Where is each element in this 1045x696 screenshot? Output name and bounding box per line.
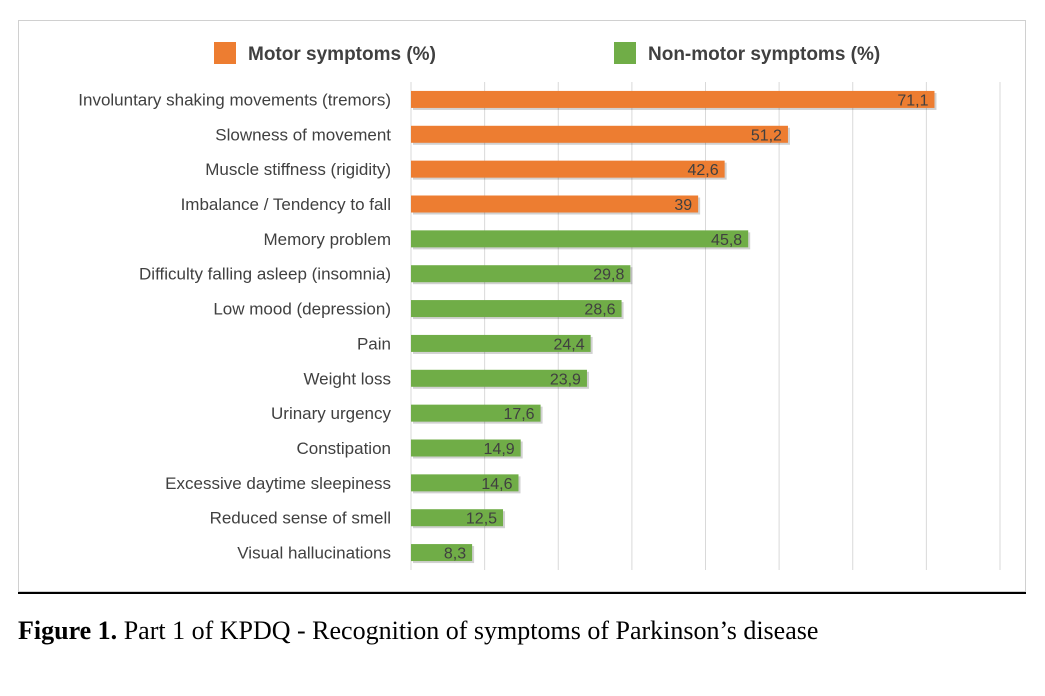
bar (411, 300, 622, 318)
value-label: 14,6 (481, 476, 512, 493)
category-label: Difficulty falling asleep (insomnia) (139, 265, 391, 284)
category-label: Excessive daytime sleepiness (165, 474, 391, 493)
bar (411, 90, 935, 108)
category-label: Weight loss (303, 369, 391, 388)
value-label: 39 (674, 197, 692, 214)
value-labels: 71,1 51,2 42,6 39 45,8 29,8 28,6 24,4 23,9 17,6 14… (444, 92, 929, 562)
category-label: Pain (357, 334, 391, 353)
category-label: Reduced sense of smell (210, 509, 391, 528)
caption-rule (18, 592, 1026, 594)
category-label: Imbalance / Tendency to fall (181, 195, 391, 214)
value-label: 12,5 (466, 511, 497, 528)
category-label: Constipation (296, 439, 391, 458)
value-label: 71,1 (897, 92, 928, 109)
value-label: 45,8 (711, 232, 742, 249)
legend-swatch (614, 42, 636, 64)
bar (411, 195, 699, 213)
legend-label: Motor symptoms (%) (248, 44, 436, 65)
bar (411, 160, 725, 178)
caption-text: Part 1 of KPDQ - Recognition of symptoms… (117, 616, 819, 645)
gridlines (410, 82, 1001, 570)
bar (411, 334, 591, 352)
caption-label: Figure 1. (18, 616, 118, 645)
value-label: 42,6 (688, 162, 719, 179)
value-label: 14,9 (484, 441, 515, 458)
bar (411, 509, 504, 527)
bar-chart: Motor symptoms (%) Non-motor symptoms (%)… (78, 42, 1001, 570)
bar (411, 369, 587, 387)
figure-caption: Figure 1. Part 1 of KPDQ - Recognition o… (18, 616, 818, 646)
value-label: 8,3 (444, 546, 466, 563)
bar (411, 439, 521, 457)
legend: Motor symptoms (%) Non-motor symptoms (%) (214, 42, 880, 65)
category-label: Urinary urgency (271, 404, 391, 423)
legend-label: Non-motor symptoms (%) (648, 44, 880, 65)
category-label: Visual hallucinations (237, 544, 391, 563)
bar (411, 230, 749, 248)
value-label: 24,4 (554, 336, 585, 353)
value-label: 23,9 (550, 371, 581, 388)
value-label: 28,6 (584, 302, 615, 319)
bar (411, 544, 473, 562)
bar (411, 265, 631, 283)
category-label: Involuntary shaking movements (tremors) (78, 90, 391, 109)
category-label: Slowness of movement (215, 125, 391, 144)
value-label: 29,8 (593, 267, 624, 284)
category-label: Muscle stiffness (rigidity) (205, 160, 391, 179)
category-label: Low mood (depression) (213, 300, 391, 319)
bar (411, 404, 541, 422)
category-label: Memory problem (263, 230, 391, 249)
category-labels: Involuntary shaking movements (tremors) S… (78, 90, 391, 562)
bar (411, 125, 788, 143)
bar (411, 474, 519, 492)
bars (411, 90, 937, 564)
value-label: 17,6 (503, 406, 534, 423)
legend-swatch (214, 42, 236, 64)
value-label: 51,2 (751, 127, 782, 144)
